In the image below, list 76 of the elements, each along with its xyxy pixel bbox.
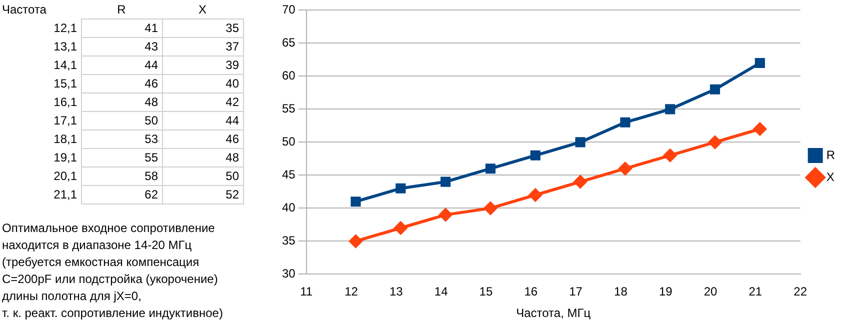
point: [620, 117, 630, 128]
y-tick-label: 40: [282, 200, 296, 215]
y-tick-label: 60: [282, 68, 296, 83]
point: [530, 150, 540, 160]
point: [440, 176, 451, 187]
x-tick-label: 17: [569, 284, 583, 299]
y-tick-label: 12,1: [54, 21, 78, 35]
point: [349, 234, 362, 248]
data-label: 41: [144, 21, 158, 35]
x-tick-label: 16: [524, 284, 538, 299]
legend-label: X: [826, 170, 834, 184]
data-label: 42: [226, 95, 240, 109]
point: [618, 162, 632, 176]
point: [753, 122, 766, 136]
y-tick-label: 15,1: [54, 76, 78, 90]
point: [528, 188, 542, 202]
data-label: 58: [144, 169, 158, 183]
y-tick-label: 35: [282, 234, 296, 248]
x-tick-label: 19: [658, 284, 673, 299]
data-label: 37: [226, 40, 240, 54]
data-label: 46: [226, 132, 240, 146]
point: [575, 137, 586, 148]
point: [708, 136, 722, 149]
data-label: 46: [144, 76, 158, 90]
data-label: 52: [226, 188, 240, 202]
text: Оптимальное входное сопротивление находится в диапазоне 14-20 МГц (требуется емкостная компенсация C=200pF или подстройка (укорочение) длины полотна для jX=0, т. к. реакт. сопротивление индуктивное): [2, 220, 224, 322]
y-tick-label: 18,1: [54, 132, 78, 146]
x-tick-label: 20: [704, 284, 718, 299]
data-label: 44: [226, 114, 240, 128]
data-label: 62: [144, 188, 158, 202]
point: [574, 175, 587, 188]
point: [710, 84, 720, 94]
data-label: 50: [144, 114, 158, 128]
point: [394, 222, 408, 234]
x-tick-label: 18: [614, 284, 628, 299]
data-label: 55: [144, 150, 158, 164]
y-tick-label: 13,1: [54, 40, 78, 54]
point: [350, 196, 361, 207]
y-axis-title: Частота: [2, 2, 47, 16]
x-tick-label: 13: [389, 284, 404, 299]
y-tick-label: 50: [282, 134, 296, 149]
data-label: 43: [144, 40, 158, 54]
legend-label: R: [826, 148, 836, 162]
y-tick-label: 19,1: [54, 150, 78, 164]
point: [665, 104, 676, 114]
data-label: 40: [226, 76, 240, 90]
y-tick-label: 20,1: [54, 169, 78, 183]
data-label: 48: [226, 150, 240, 164]
data-label: 53: [144, 132, 158, 146]
data-label: 48: [144, 95, 158, 109]
data-label: 39: [226, 58, 240, 72]
data-label: 44: [144, 58, 158, 72]
y-tick-label: 16,1: [54, 95, 78, 109]
y-tick-label: 55: [282, 102, 296, 116]
y-tick-label: 70: [282, 2, 296, 17]
point: [485, 164, 496, 174]
x-tick-label: 22: [794, 284, 808, 299]
data-label: 35: [226, 21, 240, 35]
y-tick-label: 17,1: [54, 114, 78, 128]
y-tick-label: 45: [282, 168, 296, 182]
point: [754, 58, 765, 68]
point: [396, 183, 406, 194]
x-tick-label: 21: [748, 284, 762, 299]
y-tick-label: 14,1: [54, 58, 78, 72]
x-axis-title: Частота, МГц: [516, 306, 591, 320]
y-tick-label: 21,1: [54, 188, 78, 202]
x-tick-label: 11: [300, 284, 313, 299]
y-tick-label: 65: [282, 36, 296, 50]
x-tick-label: 12: [344, 284, 358, 299]
point: [664, 148, 677, 162]
x-tick-label: 14: [434, 284, 448, 299]
y-tick-label: 30: [282, 266, 296, 281]
data-label: 50: [226, 169, 240, 183]
point: [484, 202, 497, 215]
x-tick-label: 15: [479, 284, 493, 299]
point: [439, 208, 452, 222]
